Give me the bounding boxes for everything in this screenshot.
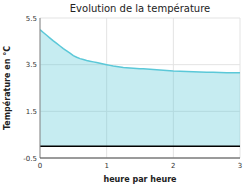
- x-tick-label: 3: [238, 162, 242, 170]
- chart: 0 1 2 3 -0.5 1.5 3.5 5.5 Evolution de la tempéra…: [0, 0, 250, 188]
- x-tick-label: 0: [38, 162, 42, 170]
- x-axis-label: heure par heure: [103, 175, 177, 184]
- line: [40, 30, 240, 73]
- x-tick-label: 2: [171, 162, 175, 170]
- grid-line-x: [40, 18, 41, 158]
- y-axis: [40, 18, 41, 158]
- grid-line-y: [40, 18, 240, 19]
- y-tick-label: 1.5: [26, 108, 37, 116]
- y-tick-label: 3.5: [26, 61, 37, 69]
- x-axis: [40, 158, 240, 159]
- baseline: [40, 146, 240, 148]
- y-axis-label: Température en °C: [2, 46, 12, 130]
- x-tick-label: 1: [104, 162, 108, 170]
- y-tick-label: 5.5: [26, 15, 37, 23]
- area: [40, 30, 240, 147]
- grid-line-y: [40, 158, 240, 159]
- title: Evolution de la température: [70, 3, 210, 14]
- plot-area: [40, 30, 240, 147]
- y-tick-label: -0.5: [23, 155, 37, 163]
